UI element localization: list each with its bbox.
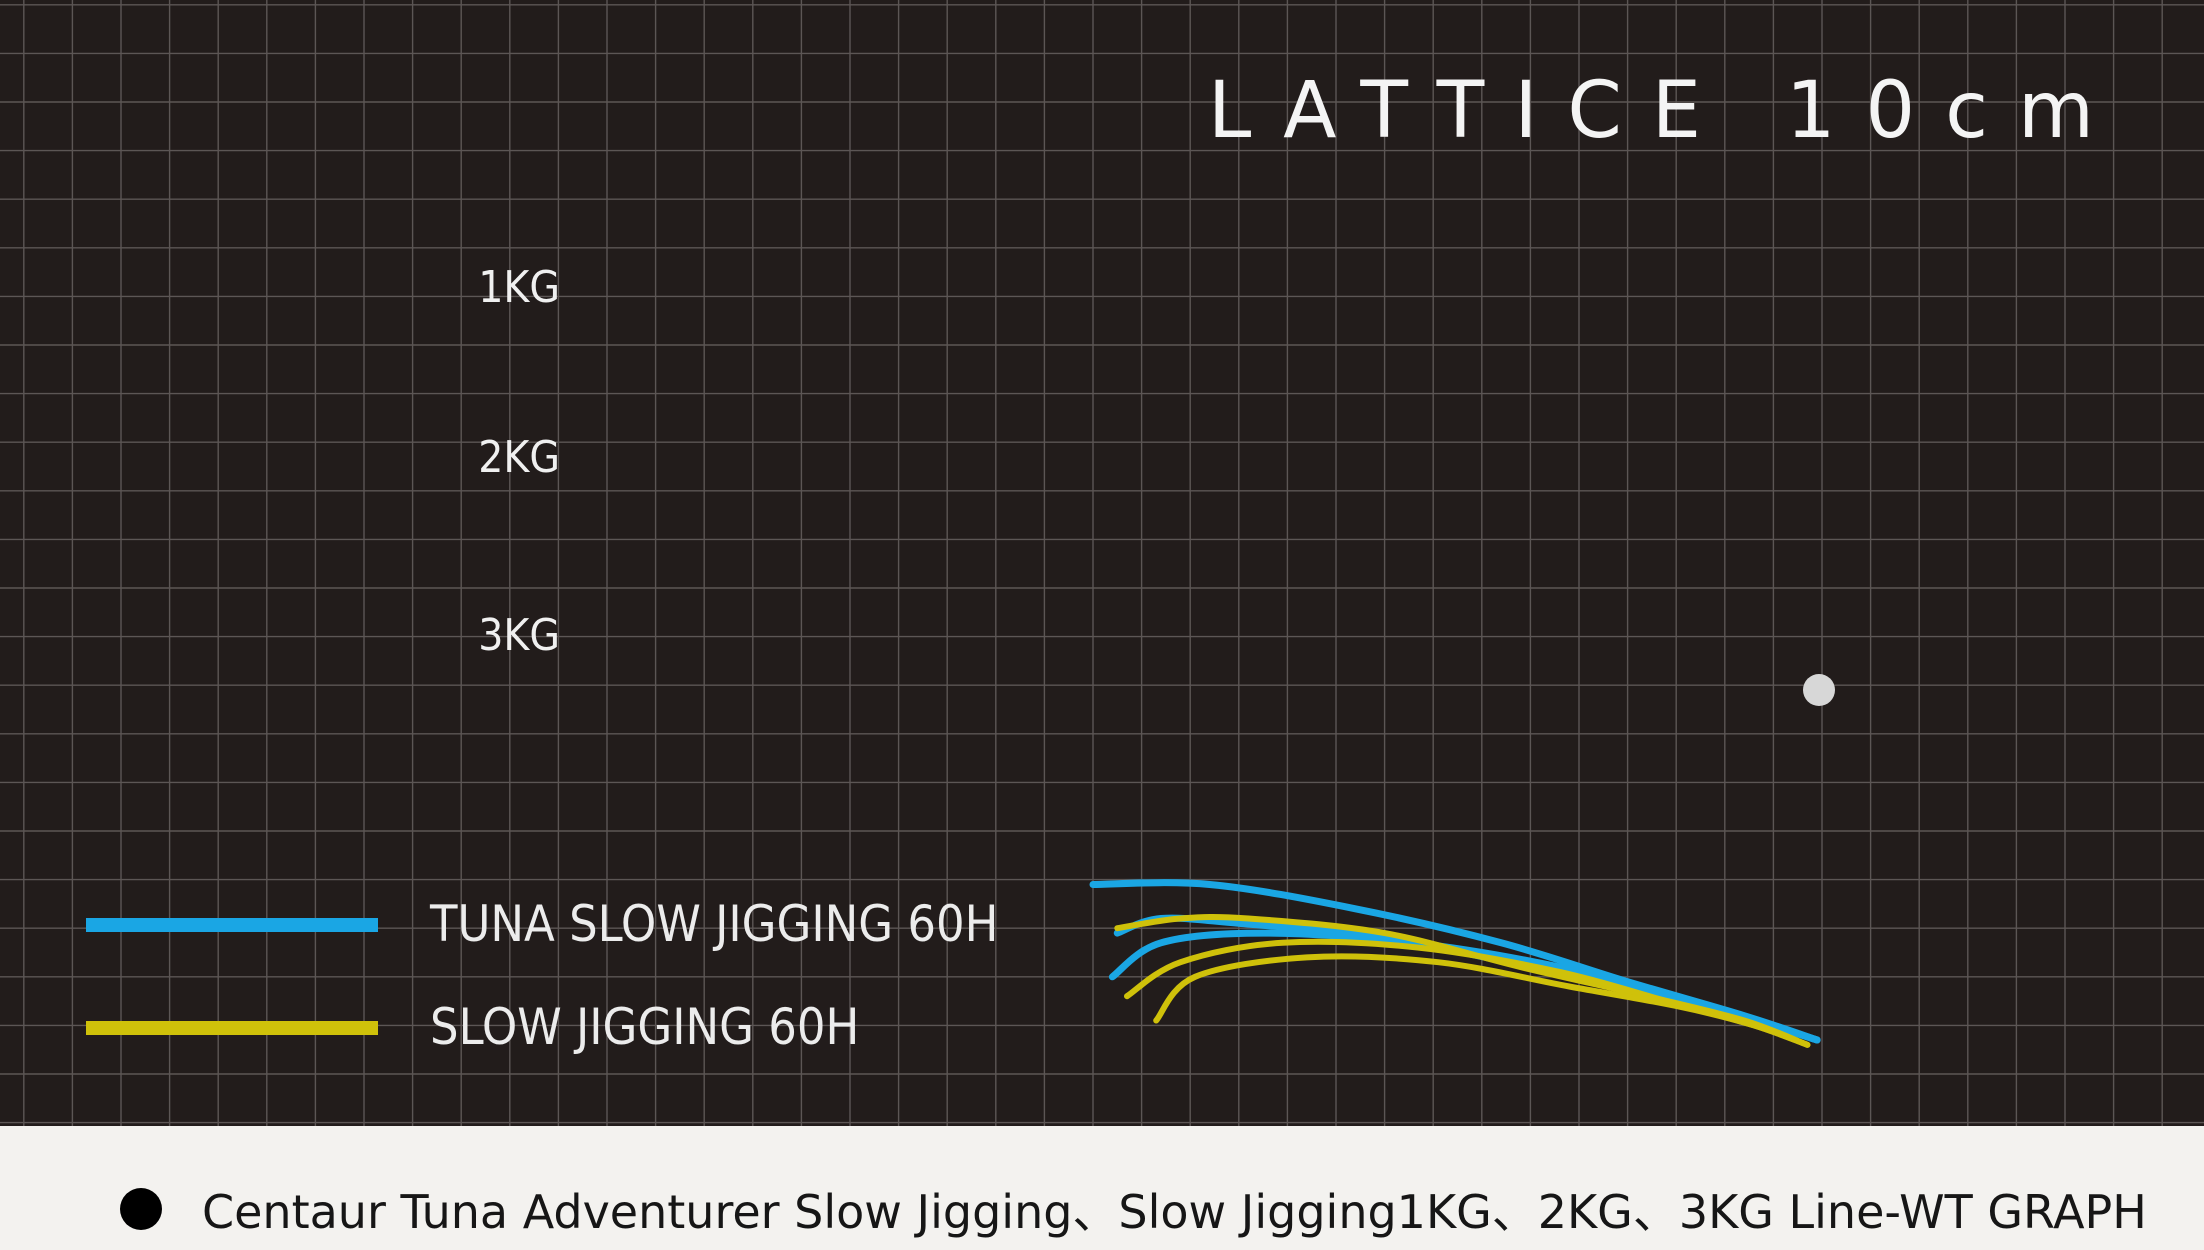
caption-text: Centaur Tuna Adventurer Slow Jigging、Slo… xyxy=(202,1185,2147,1239)
load-label-2kg: 2KG xyxy=(478,432,560,483)
grid-lattice xyxy=(0,0,2204,1126)
curve-slow-2kg xyxy=(1124,938,1811,1048)
legend-swatch-tuna xyxy=(86,918,378,932)
rod-tip-marker xyxy=(1803,674,1835,706)
load-label-1kg: 1KG xyxy=(478,262,560,313)
chart-plot xyxy=(0,0,2204,1126)
chart-panel: LATTICE 10cm 1KG 2KG 3KG TUNA SLOW JIGGI… xyxy=(0,0,2204,1126)
legend-label-tuna: TUNA SLOW JIGGING 60H xyxy=(430,895,999,953)
curve-tuna-1kg xyxy=(1089,879,1821,1044)
legend-swatch-slow xyxy=(86,1021,378,1035)
bullet-icon xyxy=(120,1188,162,1230)
chart-title: LATTICE 10cm xyxy=(1207,66,2124,156)
curve-slow-3kg xyxy=(1153,953,1811,1048)
load-label-3kg: 3KG xyxy=(478,610,560,661)
chart-caption: Centaur Tuna Adventurer Slow Jigging、Slo… xyxy=(120,1176,2147,1242)
legend-label-slow: SLOW JIGGING 60H xyxy=(430,998,860,1056)
